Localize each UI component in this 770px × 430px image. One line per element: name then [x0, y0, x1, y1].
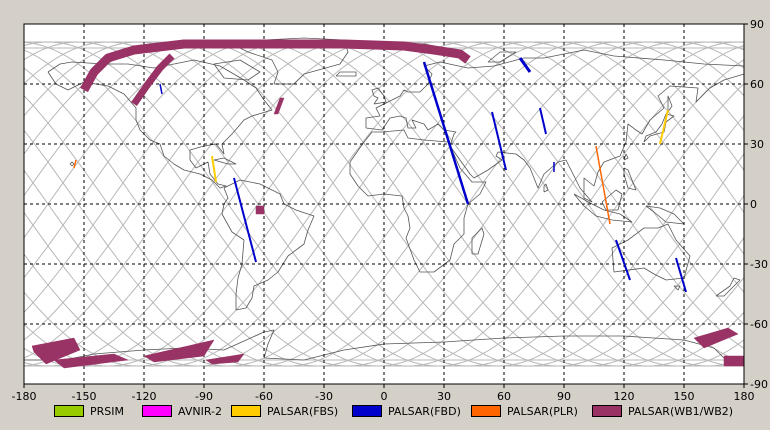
coastline-tasmania [673, 285, 681, 291]
coastline-philippines [623, 167, 637, 191]
legend-label: PALSAR(PLR) [507, 404, 578, 418]
acquisition-swath [80, 39, 471, 93]
acquisition-swath [131, 53, 175, 107]
y-tick-label: 60 [750, 78, 764, 91]
y-tick-label: 30 [750, 138, 764, 151]
acquisition-swath [159, 83, 163, 95]
y-tick-label: -90 [750, 378, 768, 391]
acquisition-swath [595, 145, 611, 225]
y-tick-label: 0 [750, 198, 757, 211]
legend-swatch [471, 405, 501, 417]
legend-label: PRSIM [90, 404, 124, 418]
acquisition-swath [723, 355, 745, 367]
coverage-map: -180 -150 -120 -90 -60 -30 0 30 60 90 120 150 180 90 6… [12, 18, 768, 400]
y-tick-label: -60 [750, 318, 768, 331]
acquisition-swath [491, 111, 507, 171]
coastline-antarctica [24, 329, 745, 361]
acquisition-swath [659, 109, 669, 145]
acquisition-swath [31, 337, 81, 365]
coastline-novaya-zemlya [487, 51, 517, 63]
legend-item: PALSAR(FBD) [352, 404, 461, 418]
coastline-sri-lanka [543, 183, 549, 193]
acquisition-swath [518, 57, 532, 73]
x-tick-label: 60 [497, 390, 511, 400]
x-tick-label: 90 [557, 390, 571, 400]
acquisition-swath [233, 177, 257, 263]
legend-label: PALSAR(FBD) [388, 404, 461, 418]
legend-item: PALSAR(PLR) [471, 404, 578, 418]
coastline-baffin [213, 59, 261, 81]
acquisition-swath [211, 155, 217, 183]
coastline-borneo [601, 189, 623, 211]
axis-ticks: -180 -150 -120 -90 -60 -30 0 30 60 90 120 150 180 90 6… [12, 18, 768, 400]
legend-swatch [142, 405, 172, 417]
coastline-cuba [213, 157, 237, 165]
coastline-africa [349, 129, 487, 273]
coastline-eurasia [365, 49, 745, 203]
coastline-madagascar [471, 227, 485, 255]
coastline-new-zealand [715, 277, 741, 297]
acquisition-swath [422, 61, 470, 205]
coastline-sakhalin [667, 95, 673, 113]
coastline-iceland [335, 71, 357, 77]
coastline-hawaii [69, 161, 75, 167]
x-tick-label: -90 [195, 390, 213, 400]
coastline-greenland [239, 37, 349, 85]
x-tick-label: 0 [381, 390, 388, 400]
legend-item: PALSAR(FBS) [231, 404, 338, 418]
coastlines [24, 37, 745, 361]
acquisition-swath [273, 97, 285, 115]
legend: PRSIM AVNIR-2 PALSAR(FBS) PALSAR(FBD) PALSAR… [0, 400, 770, 422]
acquisition-swath [675, 257, 687, 293]
acquisition-swath [693, 327, 739, 349]
legend-item: PRSIM [54, 404, 124, 418]
x-tick-label: -30 [315, 390, 333, 400]
x-tick-label: -150 [72, 390, 97, 400]
acquisition-swath [73, 159, 77, 169]
legend-swatch [352, 405, 382, 417]
coastline-indonesia [573, 193, 633, 223]
legend-item: AVNIR-2 [142, 404, 222, 418]
legend-label: PALSAR(FBS) [267, 404, 339, 418]
acquisition-swath [615, 239, 631, 281]
x-tick-label: -60 [255, 390, 273, 400]
y-tick-label: -30 [750, 258, 768, 271]
x-tick-label: 180 [734, 390, 755, 400]
legend-swatch [231, 405, 261, 417]
legend-item: PALSAR(WB1/WB2) [592, 404, 733, 418]
x-tick-label: 120 [614, 390, 635, 400]
acquisition-swath [539, 107, 547, 135]
legend-label: PALSAR(WB1/WB2) [628, 404, 734, 418]
acquisition-swaths [31, 39, 745, 369]
coastline-taiwan [623, 153, 629, 161]
coastline-japan [643, 113, 675, 143]
x-tick-label: 150 [674, 390, 695, 400]
legend-swatch [592, 405, 622, 417]
x-tick-label: 30 [437, 390, 451, 400]
legend-swatch [54, 405, 84, 417]
acquisition-swath [143, 339, 215, 363]
acquisition-swath [53, 353, 129, 369]
coastline-australia [611, 223, 691, 281]
acquisition-swath [255, 205, 265, 215]
coastline-uk [371, 87, 387, 105]
acquisition-swath [205, 353, 245, 365]
coastline-north-america [47, 59, 273, 189]
y-tick-label: 90 [750, 18, 764, 31]
x-tick-label: -180 [12, 390, 37, 400]
x-tick-label: -120 [132, 390, 157, 400]
legend-label: AVNIR-2 [178, 404, 222, 418]
